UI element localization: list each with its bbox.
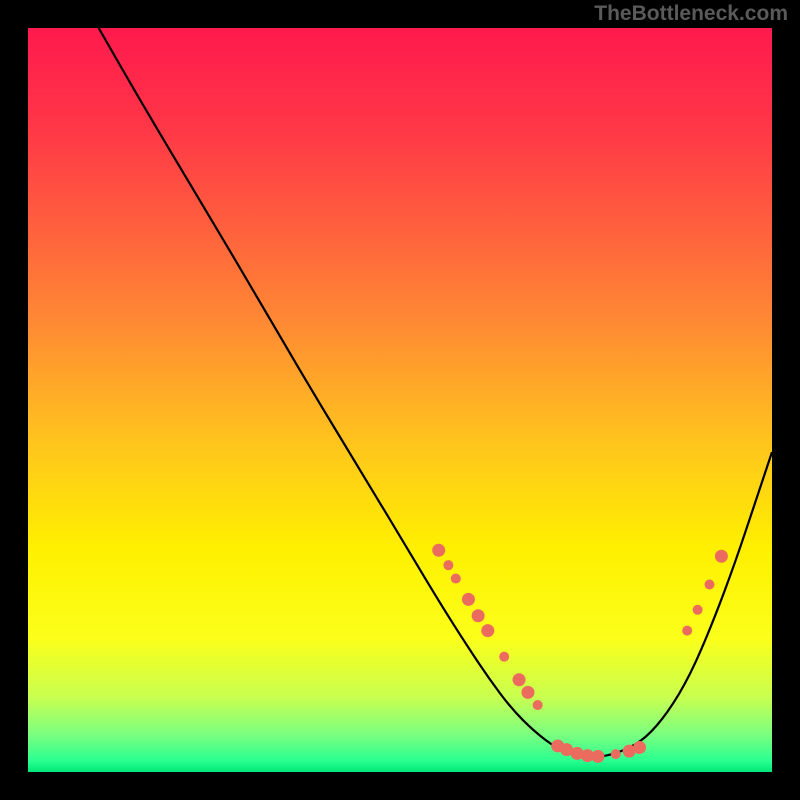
bottleneck-curve	[28, 28, 772, 772]
curve-marker	[462, 593, 475, 606]
watermark-text: TheBottleneck.com	[594, 2, 788, 26]
curve-marker	[472, 609, 485, 622]
curve-marker	[611, 749, 621, 759]
plot-area	[28, 28, 772, 772]
curve-marker	[513, 673, 526, 686]
curve-marker	[443, 560, 453, 570]
curve-marker	[682, 626, 692, 636]
curve-marker	[705, 580, 715, 590]
curve-marker	[633, 741, 646, 754]
curve-marker	[715, 550, 728, 563]
curve-marker	[481, 624, 494, 637]
curve-marker	[432, 544, 445, 557]
curve-marker	[451, 574, 461, 584]
curve-marker	[693, 605, 703, 615]
curve-marker	[533, 700, 543, 710]
curve-marker	[521, 686, 534, 699]
curve-marker	[499, 652, 509, 662]
curve-marker	[591, 750, 604, 763]
